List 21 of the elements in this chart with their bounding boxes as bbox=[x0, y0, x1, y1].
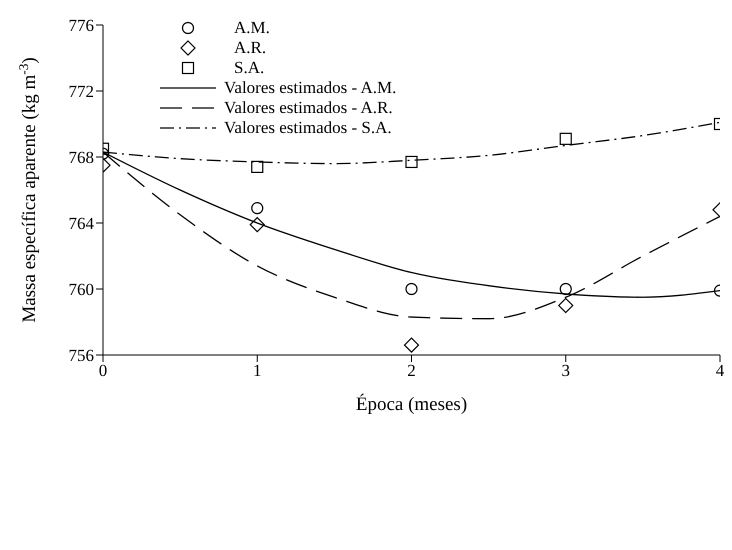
y-tick-label: 776 bbox=[68, 16, 94, 36]
point bbox=[405, 156, 418, 168]
y-tick-label: 760 bbox=[68, 280, 94, 300]
legend-label: Valores estimados - A.R. bbox=[224, 98, 393, 118]
point bbox=[405, 282, 418, 296]
x-tick-label: 4 bbox=[716, 361, 725, 380]
y-tick-label: 764 bbox=[68, 214, 94, 234]
x-tick-label: 0 bbox=[98, 361, 108, 380]
x-tick-label: 3 bbox=[562, 361, 570, 380]
x-tick-label: 2 bbox=[407, 361, 416, 380]
legend-label: S.A. bbox=[234, 58, 264, 78]
legend-label: A.M. bbox=[234, 18, 270, 38]
point bbox=[404, 338, 420, 353]
legend-label: A.R. bbox=[234, 38, 266, 58]
y-tick-label: 768 bbox=[68, 148, 94, 168]
x-tick-label: 1 bbox=[253, 361, 262, 380]
y-tick-label: 756 bbox=[68, 346, 94, 366]
legend-label: Valores estimados - S.A. bbox=[224, 118, 392, 138]
y-tick-label: 772 bbox=[68, 82, 94, 102]
x-axis-title: Época (meses) bbox=[356, 393, 468, 415]
legend-label: Valores estimados - A.M. bbox=[224, 78, 396, 98]
